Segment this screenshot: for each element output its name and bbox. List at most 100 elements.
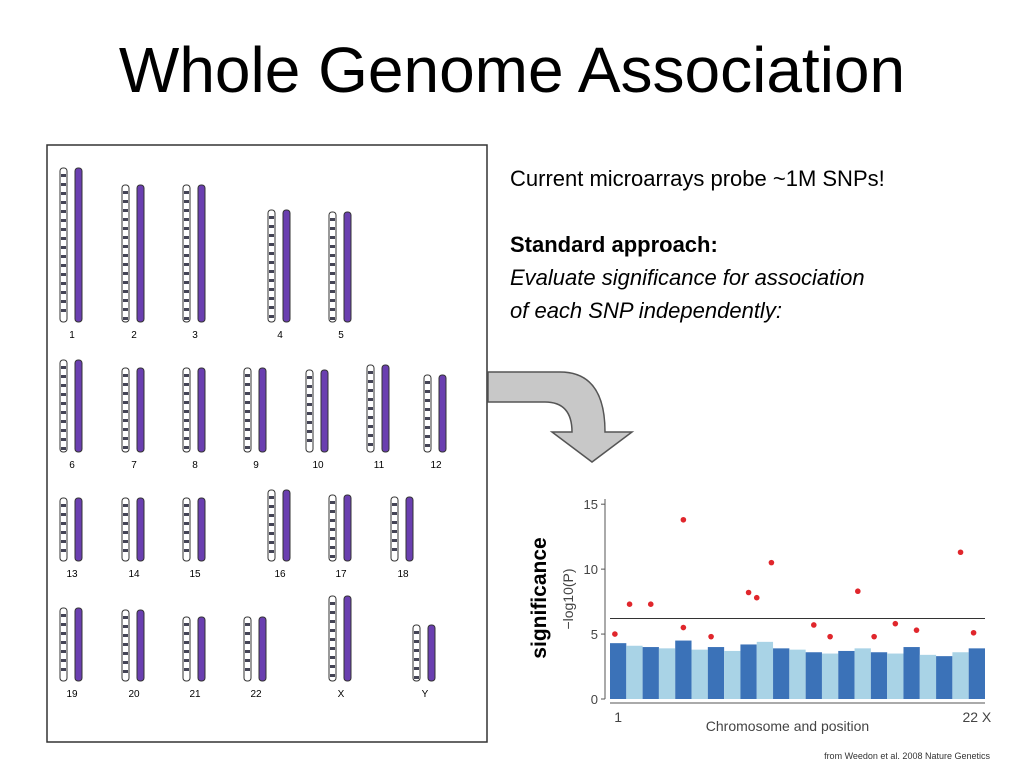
chromosome — [197, 616, 206, 682]
chromosome — [182, 616, 191, 682]
band — [123, 531, 128, 534]
band — [269, 225, 274, 228]
band — [61, 228, 66, 231]
band — [330, 528, 335, 531]
bar — [936, 656, 953, 699]
band — [269, 505, 274, 508]
band — [269, 523, 274, 526]
band — [269, 243, 274, 246]
band — [269, 279, 274, 282]
band — [61, 641, 66, 644]
band — [61, 309, 66, 312]
bar — [968, 648, 985, 699]
band — [245, 623, 250, 626]
band — [245, 446, 250, 449]
band — [61, 210, 66, 213]
band — [61, 447, 66, 450]
band — [245, 428, 250, 431]
chromosome — [438, 374, 447, 453]
band — [184, 383, 189, 386]
bar — [610, 643, 627, 699]
bar — [658, 648, 676, 699]
band — [184, 317, 189, 320]
band — [123, 401, 128, 404]
arrow — [487, 371, 635, 463]
band — [245, 410, 250, 413]
chromosome-label: 5 — [338, 330, 344, 341]
band — [330, 546, 335, 549]
point — [680, 624, 687, 631]
band — [368, 416, 373, 419]
band — [184, 200, 189, 203]
chromosome — [258, 367, 267, 453]
chromosome-label: 8 — [192, 460, 198, 471]
manhattan-plot: 0 5 10 15 1 22 X Chromosome and position −log10… — [560, 497, 992, 734]
band — [123, 549, 128, 552]
bar — [626, 645, 643, 699]
chromosome — [243, 616, 252, 682]
band — [425, 426, 430, 429]
band — [414, 640, 419, 643]
band — [61, 659, 66, 662]
band — [61, 246, 66, 249]
band — [61, 668, 66, 671]
band — [184, 281, 189, 284]
band — [392, 521, 397, 524]
point — [647, 601, 654, 607]
chromosome — [282, 209, 291, 323]
point — [913, 627, 920, 633]
band — [61, 393, 66, 396]
chromosome-label: 21 — [189, 689, 201, 700]
band — [330, 638, 335, 641]
band — [269, 297, 274, 300]
band — [61, 273, 66, 276]
band — [368, 407, 373, 410]
band — [184, 227, 189, 230]
bar — [919, 654, 937, 699]
bar — [740, 644, 757, 699]
band — [307, 394, 312, 397]
band — [392, 503, 397, 506]
point — [708, 633, 714, 640]
point — [753, 594, 760, 601]
band — [61, 291, 66, 294]
band — [184, 290, 189, 293]
band — [123, 625, 128, 628]
band — [184, 446, 189, 449]
band — [330, 537, 335, 540]
band — [184, 254, 189, 257]
band — [123, 236, 128, 239]
band — [123, 670, 128, 673]
band — [184, 513, 189, 516]
band — [330, 272, 335, 275]
chromosome — [197, 184, 206, 323]
band — [61, 623, 66, 626]
band — [61, 282, 66, 285]
slide-title: Whole Genome Association — [119, 34, 905, 106]
band — [123, 254, 128, 257]
bar — [773, 648, 790, 699]
band — [61, 300, 66, 303]
chromosome — [282, 489, 291, 562]
band — [245, 392, 250, 395]
band — [330, 290, 335, 293]
band — [330, 674, 335, 677]
band — [123, 317, 128, 320]
band — [123, 419, 128, 422]
band — [245, 659, 250, 662]
band — [123, 281, 128, 284]
point — [871, 633, 877, 640]
band — [330, 299, 335, 302]
chromosome-label: 15 — [189, 569, 201, 580]
bar — [805, 652, 822, 699]
chromosome-label: 12 — [430, 460, 442, 471]
point — [745, 589, 752, 596]
band — [61, 549, 66, 552]
band — [184, 549, 189, 552]
chromosome — [423, 374, 432, 453]
point — [811, 622, 817, 628]
chromosome — [74, 497, 83, 562]
band — [61, 174, 66, 177]
band — [184, 245, 189, 248]
band — [123, 383, 128, 386]
